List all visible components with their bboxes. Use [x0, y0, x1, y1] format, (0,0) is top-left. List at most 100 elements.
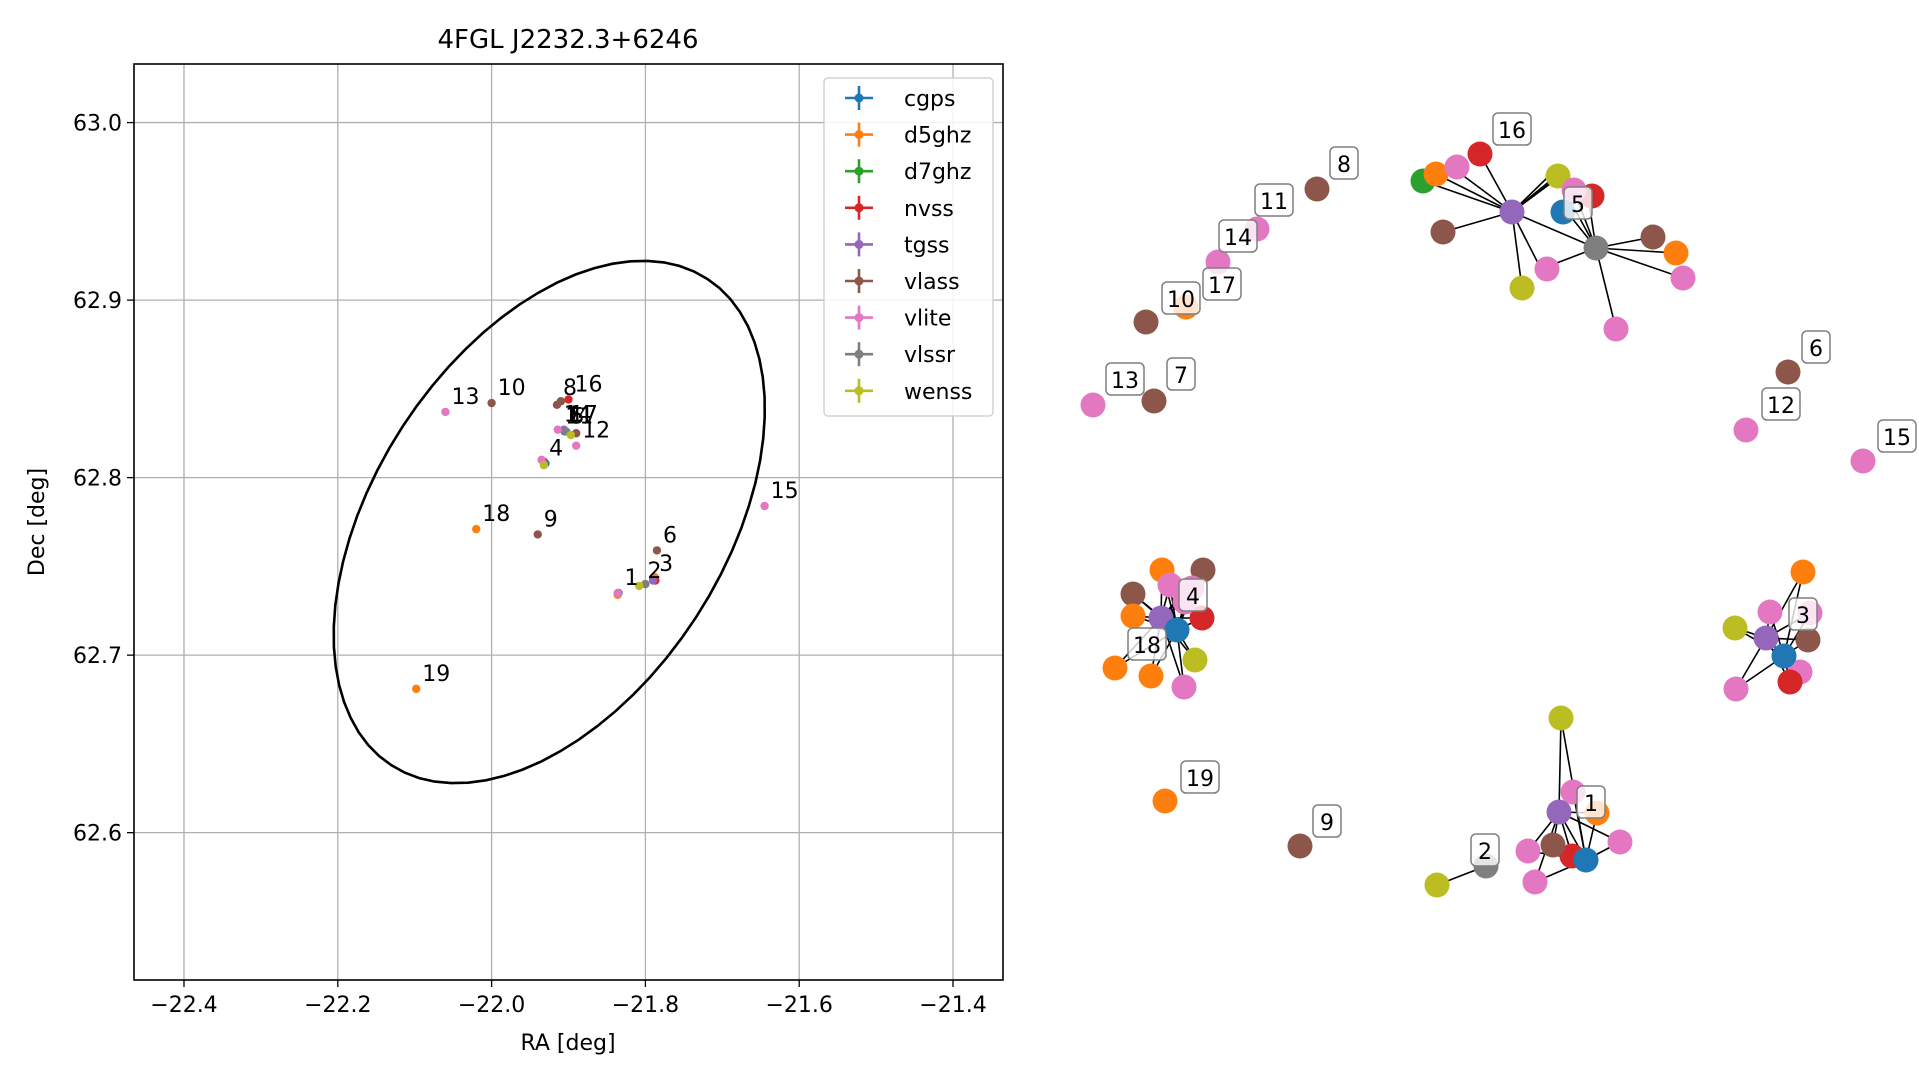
- node-label: 7: [1174, 364, 1188, 389]
- node-tgss: [1499, 199, 1525, 225]
- node-label: 5: [1571, 193, 1585, 218]
- node-nvss: [1467, 141, 1493, 167]
- node-tgss: [1546, 799, 1572, 825]
- node-label: 16: [1498, 119, 1526, 144]
- node-d5ghz: [1138, 663, 1164, 689]
- node-label: 12: [1767, 394, 1795, 419]
- node-vlite: [1522, 869, 1548, 895]
- node-d5ghz: [1423, 161, 1449, 187]
- node-vlite: [1670, 265, 1696, 291]
- node-label-box: [1801, 330, 1831, 364]
- node-label-box: [1127, 627, 1167, 661]
- node-d5ghz: [1790, 559, 1816, 585]
- point-label: 14: [564, 403, 592, 428]
- legend-entry-cgps: cgps: [904, 87, 956, 112]
- point-label: 4: [549, 436, 563, 461]
- node-label: 3: [1796, 604, 1810, 629]
- node-label: 19: [1186, 767, 1214, 792]
- node-wenss: [1548, 705, 1574, 731]
- node-label-box: [1761, 387, 1801, 421]
- legend-box: [823, 77, 994, 417]
- error-ellipse: [332, 259, 767, 785]
- legend-entry-vlass: vlass: [904, 270, 960, 295]
- node-d5ghz: [1663, 240, 1689, 266]
- point-label: 1: [624, 566, 638, 591]
- node-vlass: [1190, 557, 1216, 583]
- node-cgps: [1164, 617, 1190, 643]
- legend-marker-dot: [854, 166, 864, 176]
- node-wenss: [1722, 615, 1748, 641]
- point-vlite: [760, 501, 769, 511]
- point-vlass: [652, 546, 662, 555]
- point-label: 13: [451, 385, 479, 410]
- point-d5ghz: [412, 684, 421, 694]
- legend-marker-dot: [854, 130, 864, 140]
- node-vlite: [1757, 599, 1783, 625]
- legend-entry-vlssr: vlssr: [904, 343, 956, 368]
- x-ticks: −22.4 −22.2 −22.0 −21.8 −21.6 −21.4: [150, 980, 987, 1018]
- node-label-box: [1563, 186, 1593, 220]
- legend-entry-nvss: nvss: [904, 197, 954, 222]
- ellipse-path: [332, 259, 767, 785]
- node-label: 2: [1478, 840, 1492, 865]
- x-tick-label: −21.8: [612, 993, 679, 1018]
- node-cgps: [1771, 643, 1797, 669]
- x-tick-label: −22.2: [304, 993, 371, 1018]
- point-label: 12: [582, 419, 610, 444]
- point-label: 16: [575, 373, 603, 398]
- node-d5ghz: [1120, 603, 1146, 629]
- node-label: 14: [1224, 226, 1252, 251]
- x-tick-label: −22.4: [150, 993, 217, 1018]
- node-label: 10: [1167, 288, 1195, 313]
- x-tick-label: −21.4: [919, 993, 986, 1018]
- node-label: 15: [1883, 426, 1911, 451]
- node-label: 9: [1320, 811, 1334, 836]
- y-axis-label: Dec [deg]: [25, 468, 50, 576]
- legend-marker-dot: [854, 276, 864, 286]
- point-vlite: [553, 425, 562, 434]
- point-wenss: [566, 430, 576, 440]
- network-edge: [1595, 247, 1684, 279]
- legend-marker-dot: [854, 386, 864, 396]
- node-label-box: [1105, 362, 1145, 396]
- network-edge: [1558, 717, 1562, 813]
- node-vlass: [1120, 581, 1146, 607]
- node-d5ghz: [1102, 655, 1128, 681]
- node-label-box: [1178, 578, 1208, 612]
- point-vlass: [487, 398, 496, 408]
- legend-marker-dot: [854, 313, 864, 323]
- node-vlite: [1171, 674, 1197, 700]
- scatter-chart: 4FGL J2232.3+6246 1 234567891011121314151…: [25, 25, 1004, 1056]
- chart-title: 4FGL J2232.3+6246: [438, 25, 699, 55]
- node-label: 11: [1260, 190, 1288, 215]
- network-edge: [1595, 247, 1617, 330]
- node-vlite: [1607, 829, 1633, 855]
- data-points: [412, 395, 769, 694]
- legend-entry-d5ghz: d5ghz: [904, 124, 971, 149]
- node-label: 1: [1584, 792, 1598, 817]
- node-vlass: [1540, 832, 1566, 858]
- node-vlass: [1775, 359, 1801, 385]
- node-nvss: [1777, 669, 1803, 695]
- legend-entry-d7ghz: d7ghz: [904, 160, 971, 185]
- point-label: 18: [482, 502, 510, 527]
- node-label-box: [1312, 804, 1342, 838]
- node-label-box: [1576, 785, 1606, 819]
- node-label-box: [1492, 112, 1532, 146]
- point-tgss: [648, 576, 658, 585]
- point-label: 7: [567, 404, 581, 429]
- point-vlite: [571, 441, 581, 450]
- node-label-box: [1166, 357, 1196, 391]
- node-label: 13: [1111, 369, 1139, 394]
- point-label: 19: [422, 662, 450, 687]
- node-vlite: [1723, 676, 1749, 702]
- network-edge: [1765, 571, 1804, 639]
- node-vlass: [1304, 176, 1330, 202]
- node-label-box: [1329, 146, 1359, 180]
- point-vlite: [441, 407, 450, 417]
- network-nodes: [1080, 141, 1876, 898]
- network-edge: [1595, 247, 1677, 254]
- node-vlssr: [1583, 235, 1609, 261]
- legend-entry-vlite: vlite: [904, 307, 951, 332]
